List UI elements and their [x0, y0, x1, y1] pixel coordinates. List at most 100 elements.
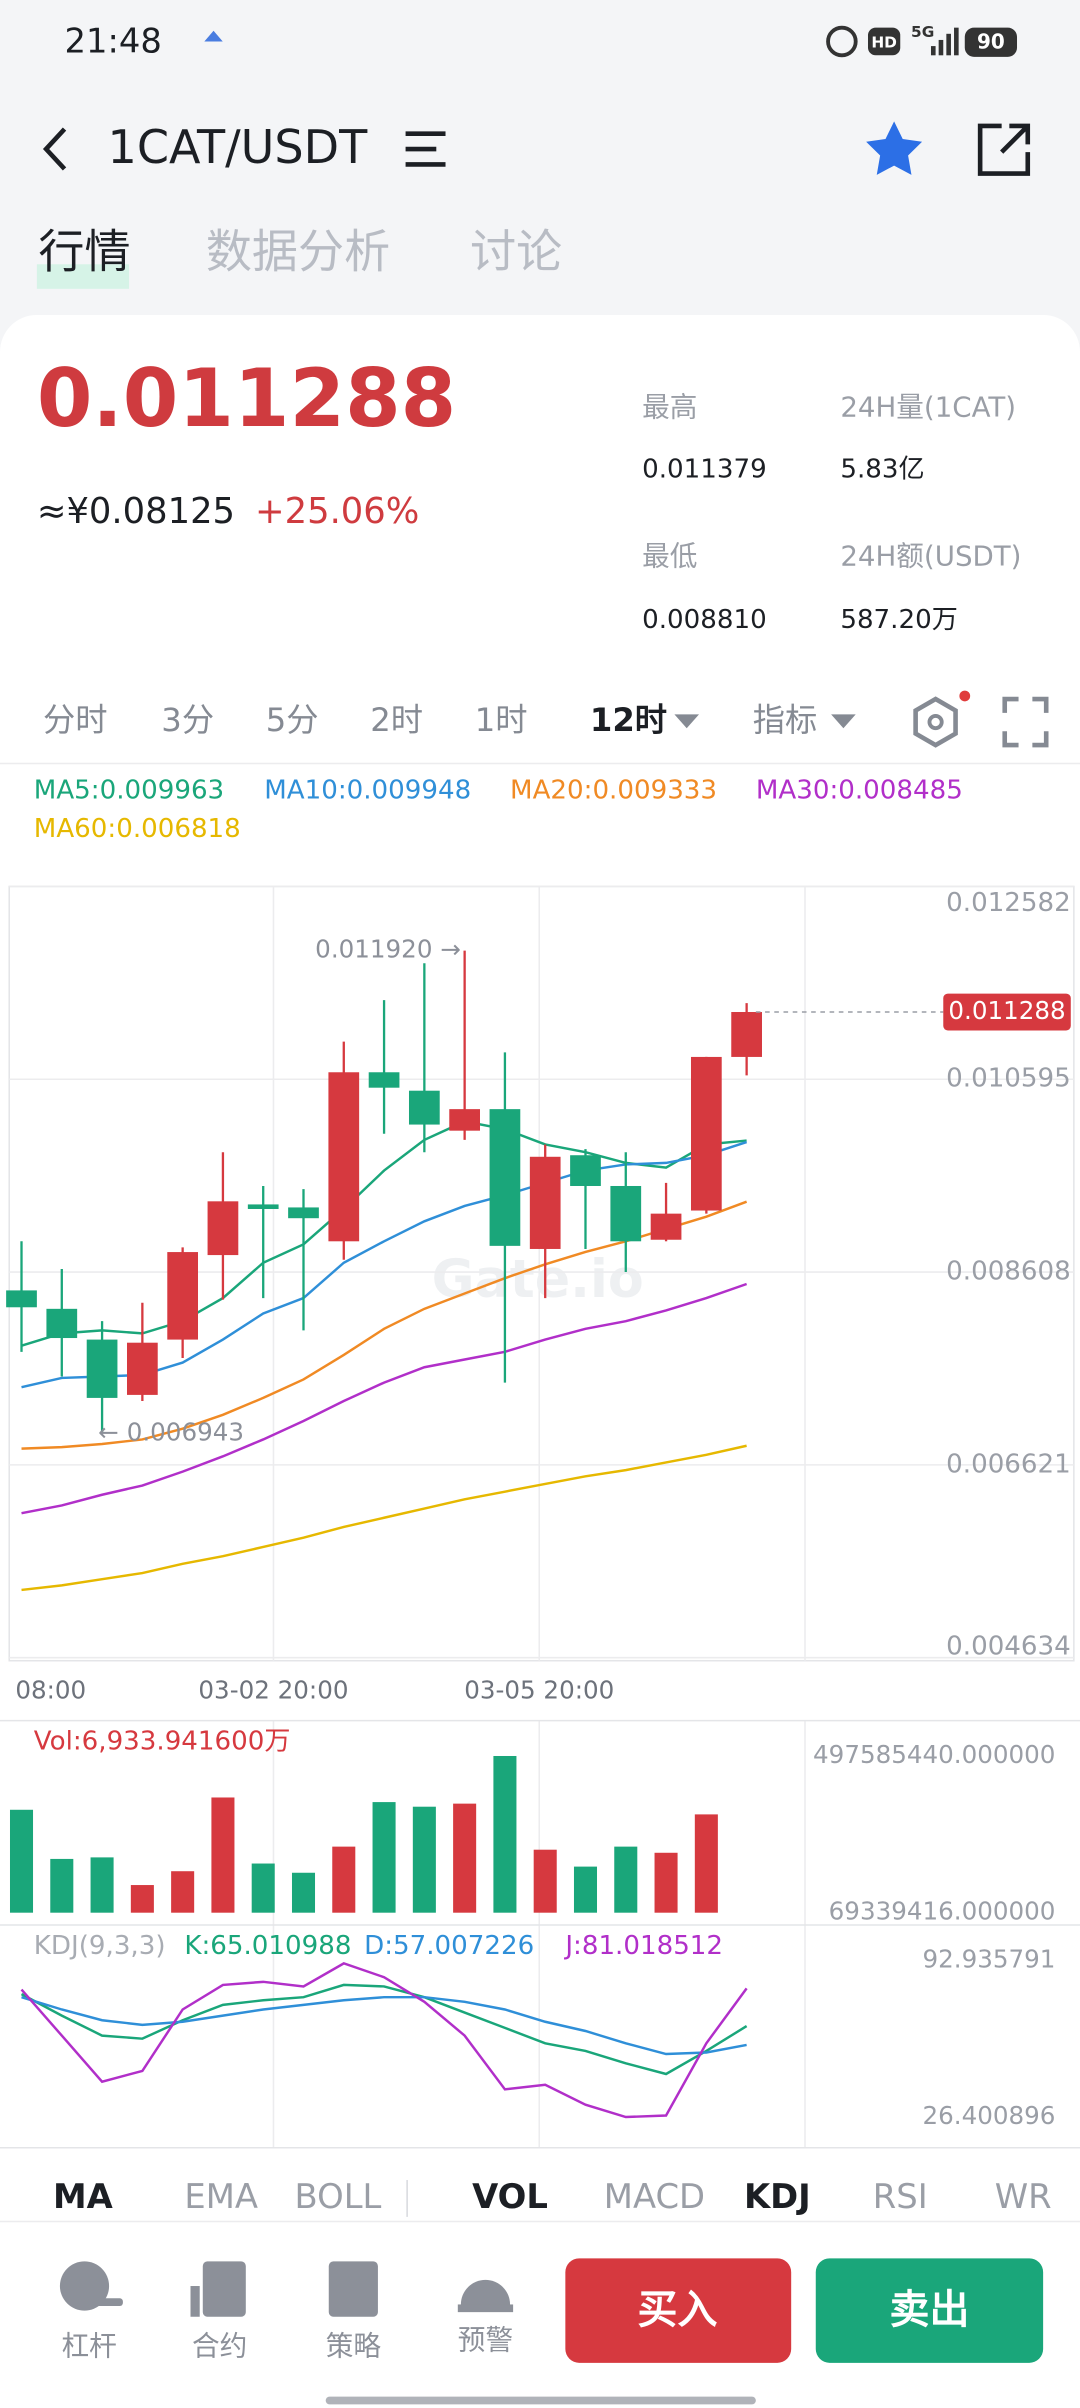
candle-body: [328, 1072, 360, 1242]
share-button[interactable]: [977, 123, 1031, 176]
tab[interactable]: 行情: [38, 225, 130, 279]
kdj-title: KDJ(9,3,3): [34, 1931, 166, 1961]
legend-entry: MA60:0.006818: [34, 814, 241, 844]
network-text: 5G: [911, 23, 934, 41]
y-tick-label: 0.006621: [946, 1449, 1071, 1479]
volume-bar: [251, 1863, 275, 1913]
indicator-tab[interactable]: VOL: [472, 2177, 548, 2216]
stat-value: 587.20万: [840, 605, 957, 635]
battery-text: 90: [977, 30, 1005, 54]
interval[interactable]: 分时: [43, 701, 107, 739]
settings-button[interactable]: [913, 696, 958, 748]
volume-bar: [412, 1806, 436, 1913]
candle-body: [449, 1109, 481, 1131]
volume-bar: [453, 1803, 477, 1913]
candle-body: [288, 1207, 319, 1219]
candle-body: [368, 1072, 400, 1088]
indicator-tab[interactable]: EMA: [184, 2177, 258, 2216]
watermark: Gate.io: [432, 1250, 644, 1310]
indicator-tab[interactable]: KDJ: [744, 2177, 811, 2216]
notification-dot: [959, 690, 971, 702]
kdj-line: [20, 1983, 748, 2076]
fullscreen-button[interactable]: [1002, 696, 1049, 748]
sell-button[interactable]: [815, 2258, 1044, 2363]
favorite-star[interactable]: [866, 121, 923, 175]
volume-bar: [493, 1755, 517, 1913]
volume-bar: [50, 1858, 74, 1913]
dropdown-arrow: [831, 714, 856, 729]
candle-body: [6, 1290, 37, 1308]
tab[interactable]: 讨论: [470, 225, 562, 279]
nav-item[interactable]: 预警: [458, 2323, 513, 2356]
nav-item[interactable]: 策略: [326, 2329, 382, 2362]
interval[interactable]: 1时: [475, 701, 528, 739]
tab[interactable]: 数据分析: [206, 225, 390, 279]
y-tick-label: 0.012582: [946, 888, 1071, 918]
volume-bar: [533, 1849, 557, 1913]
stat-label: 24H额(USDT): [840, 540, 1021, 573]
cny-price: ≈¥0.08125: [37, 491, 235, 532]
status-time: 21:48: [65, 22, 162, 61]
dropdown-arrow: [674, 714, 700, 729]
interval[interactable]: 5分: [266, 701, 319, 739]
indicator-tab[interactable]: BOLL: [295, 2177, 382, 2216]
legend-entry: MA20:0.009333: [510, 776, 717, 806]
y-tick-label: 26.400896: [922, 2101, 1055, 2130]
top-background: [0, 0, 1080, 354]
volume-bar: [694, 1814, 718, 1913]
y-tick-label: 0.010595: [946, 1064, 1071, 1094]
y-tick-label: 0.008608: [946, 1257, 1071, 1287]
y-tick-label: 497585440.000000: [813, 1740, 1055, 1769]
stat-value: 0.011379: [642, 455, 767, 485]
candle-body: [167, 1252, 199, 1340]
buy-label[interactable]: 买入: [638, 2287, 718, 2333]
pair-title[interactable]: 1CAT/USDT: [108, 120, 369, 174]
interval[interactable]: 3分: [161, 701, 214, 739]
x-tick-label: 03-02 20:00: [198, 1675, 348, 1704]
candle-body: [731, 1012, 762, 1057]
signal-icon: [930, 27, 959, 56]
nav-item[interactable]: 合约: [192, 2329, 247, 2362]
stat-label: 最低: [642, 540, 697, 573]
interval[interactable]: 2时: [370, 701, 423, 739]
candle-body: [247, 1204, 279, 1209]
volume-bar: [654, 1852, 678, 1913]
home-indicator: [325, 2396, 756, 2405]
indicator-tab[interactable]: MA: [53, 2177, 113, 2216]
sell-label[interactable]: 卖出: [890, 2287, 970, 2333]
ma-line: [21, 1444, 747, 1592]
indicator-tab[interactable]: RSI: [873, 2177, 928, 2216]
stat-value: 5.83亿: [840, 455, 924, 485]
indicator-bar: [0, 2149, 1080, 2220]
volume-bar: [291, 1872, 316, 1913]
x-tick-label: 08:00: [15, 1675, 86, 1704]
candle-body: [408, 1090, 440, 1125]
hd-badge: [867, 27, 901, 56]
pair-menu-icon[interactable]: [405, 131, 446, 167]
legend-entry: MA10:0.009948: [264, 776, 471, 806]
volume-bar: [171, 1871, 195, 1913]
back-button[interactable]: [42, 127, 67, 171]
candle-body: [570, 1155, 601, 1186]
price-change: +25.06%: [255, 491, 419, 532]
kdj-line: [21, 1995, 747, 2056]
price-annotation: ← 0.006943: [98, 1418, 244, 1447]
candle-body: [489, 1109, 521, 1246]
indicator-menu[interactable]: 指标: [753, 701, 817, 739]
hd-text: HD: [871, 34, 897, 52]
chart-layer: 0.012582 0.010595 0.008608 0.006621 0.004634…: [6, 776, 1074, 2130]
volume-bar: [332, 1846, 356, 1913]
interval-selected[interactable]: 12时: [590, 701, 667, 739]
nav-item[interactable]: 杠杆: [61, 2329, 116, 2362]
candle-body: [86, 1339, 118, 1398]
legend-entry: D:57.007226: [364, 1931, 534, 1961]
nav-icons: [59, 2261, 514, 2317]
battery: [964, 27, 1018, 57]
settings-button-center: [927, 713, 944, 731]
buy-button[interactable]: [565, 2258, 792, 2363]
indicator-tab[interactable]: WR: [995, 2177, 1052, 2216]
stat-label: 24H量(1CAT): [840, 391, 1016, 424]
indicator-tab[interactable]: MACD: [604, 2177, 705, 2216]
